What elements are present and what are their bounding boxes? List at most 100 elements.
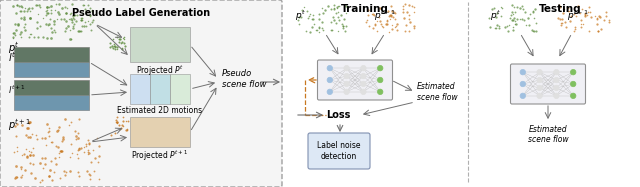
Text: $l^{t+1}$: $l^{t+1}$	[8, 84, 26, 96]
Point	[45, 168, 55, 171]
Circle shape	[537, 77, 542, 83]
Bar	[14, 95, 89, 110]
Bar	[14, 62, 89, 77]
Point	[50, 8, 60, 11]
Point	[319, 8, 330, 11]
Point	[72, 171, 83, 174]
Point	[507, 4, 517, 7]
Point	[15, 9, 26, 12]
Point	[11, 11, 21, 14]
Point	[111, 121, 121, 124]
Point	[112, 120, 122, 123]
FancyBboxPatch shape	[511, 64, 586, 104]
Bar	[150, 74, 170, 104]
Point	[318, 11, 328, 14]
Point	[59, 17, 69, 20]
Point	[56, 149, 67, 152]
Point	[68, 14, 78, 17]
Point	[24, 17, 35, 20]
Point	[25, 17, 35, 20]
Point	[510, 11, 520, 14]
Point	[496, 14, 506, 17]
Point	[40, 157, 50, 160]
Point	[78, 4, 88, 7]
Text: $l^t$: $l^t$	[8, 50, 17, 64]
Point	[105, 41, 115, 44]
Point	[71, 137, 81, 140]
Point	[115, 41, 125, 44]
Point	[19, 10, 29, 13]
Point	[44, 174, 54, 177]
Point	[42, 11, 52, 14]
Point	[554, 18, 564, 21]
Point	[54, 152, 64, 155]
Point	[571, 15, 581, 18]
Point	[88, 19, 98, 22]
Point	[11, 28, 21, 31]
FancyBboxPatch shape	[317, 60, 392, 100]
Circle shape	[554, 69, 559, 75]
Point	[362, 21, 372, 24]
Point	[515, 6, 525, 9]
Point	[595, 16, 605, 19]
Point	[79, 151, 89, 154]
Point	[369, 13, 379, 16]
Point	[44, 134, 54, 137]
Point	[61, 11, 72, 14]
Point	[60, 6, 70, 9]
Point	[73, 137, 83, 140]
Point	[35, 162, 45, 165]
Point	[511, 22, 521, 25]
Point	[28, 35, 38, 38]
Point	[340, 24, 351, 27]
Point	[328, 16, 339, 19]
Point	[485, 26, 495, 29]
Point	[111, 46, 122, 49]
Point	[24, 10, 35, 13]
Point	[392, 29, 402, 32]
Point	[332, 7, 342, 10]
Circle shape	[520, 93, 525, 99]
Point	[381, 19, 392, 22]
Point	[77, 25, 87, 28]
Point	[87, 9, 97, 12]
Point	[573, 4, 583, 7]
Point	[24, 6, 34, 9]
Point	[524, 24, 534, 27]
Point	[65, 12, 76, 15]
FancyBboxPatch shape	[308, 133, 370, 169]
Point	[509, 20, 520, 23]
Point	[10, 34, 20, 37]
Point	[57, 149, 67, 152]
Text: $p^{t+1}$: $p^{t+1}$	[374, 9, 396, 23]
Point	[67, 19, 77, 22]
Point	[58, 136, 68, 139]
Point	[339, 25, 349, 28]
Point	[370, 22, 380, 25]
Point	[60, 29, 70, 32]
Point	[108, 37, 118, 40]
Point	[85, 177, 95, 180]
Point	[604, 18, 614, 21]
Point	[112, 47, 122, 50]
Point	[367, 13, 377, 16]
Point	[504, 24, 514, 27]
Point	[105, 45, 115, 48]
Point	[570, 26, 580, 29]
Point	[12, 145, 22, 148]
Point	[119, 36, 129, 39]
Point	[576, 26, 586, 29]
Point	[12, 149, 22, 152]
Point	[314, 18, 324, 21]
Point	[93, 145, 104, 148]
Point	[54, 149, 65, 152]
Point	[88, 148, 98, 151]
Point	[390, 17, 401, 20]
Point	[383, 10, 394, 13]
Point	[70, 13, 80, 16]
Circle shape	[570, 81, 576, 87]
Point	[339, 27, 349, 30]
Point	[330, 12, 340, 15]
Point	[74, 174, 84, 177]
Circle shape	[327, 89, 333, 95]
